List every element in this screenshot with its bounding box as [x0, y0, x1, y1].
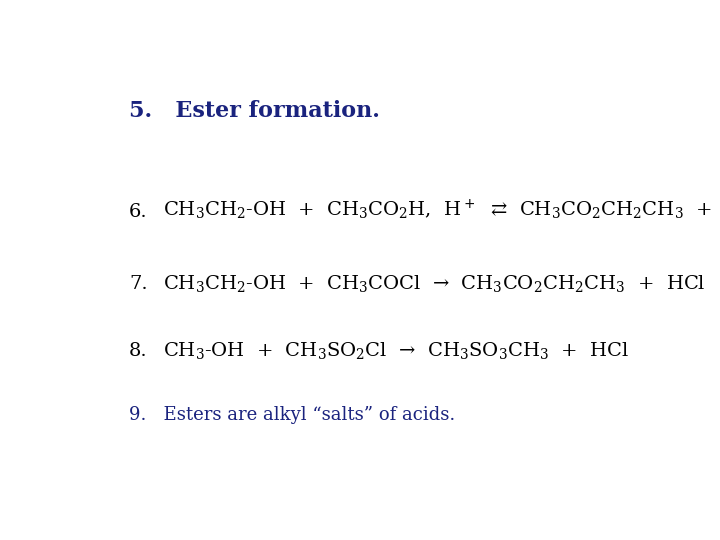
Text: $\mathregular{CH_3CH_2}$-OH  +  $\mathregular{CH_3CO_2}$H,  H$^+$  ⇄  $\mathregu: $\mathregular{CH_3CH_2}$-OH + $\mathregu… — [163, 198, 720, 222]
Text: 6.: 6. — [129, 202, 148, 220]
Text: $\mathregular{CH_3}$-OH  +  $\mathregular{CH_3SO_2}$Cl  →  $\mathregular{CH_3SO_: $\mathregular{CH_3}$-OH + $\mathregular{… — [163, 340, 629, 361]
Text: 7.: 7. — [129, 275, 148, 293]
Text: 5.   Ester formation.: 5. Ester formation. — [129, 100, 380, 122]
Text: 9.   Esters are alkyl “salts” of acids.: 9. Esters are alkyl “salts” of acids. — [129, 406, 455, 424]
Text: $\mathregular{CH_3CH_2}$-OH  +  $\mathregular{CH_3}$COCl  →  $\mathregular{CH_3C: $\mathregular{CH_3CH_2}$-OH + $\mathregu… — [163, 273, 705, 294]
Text: 8.: 8. — [129, 342, 148, 360]
